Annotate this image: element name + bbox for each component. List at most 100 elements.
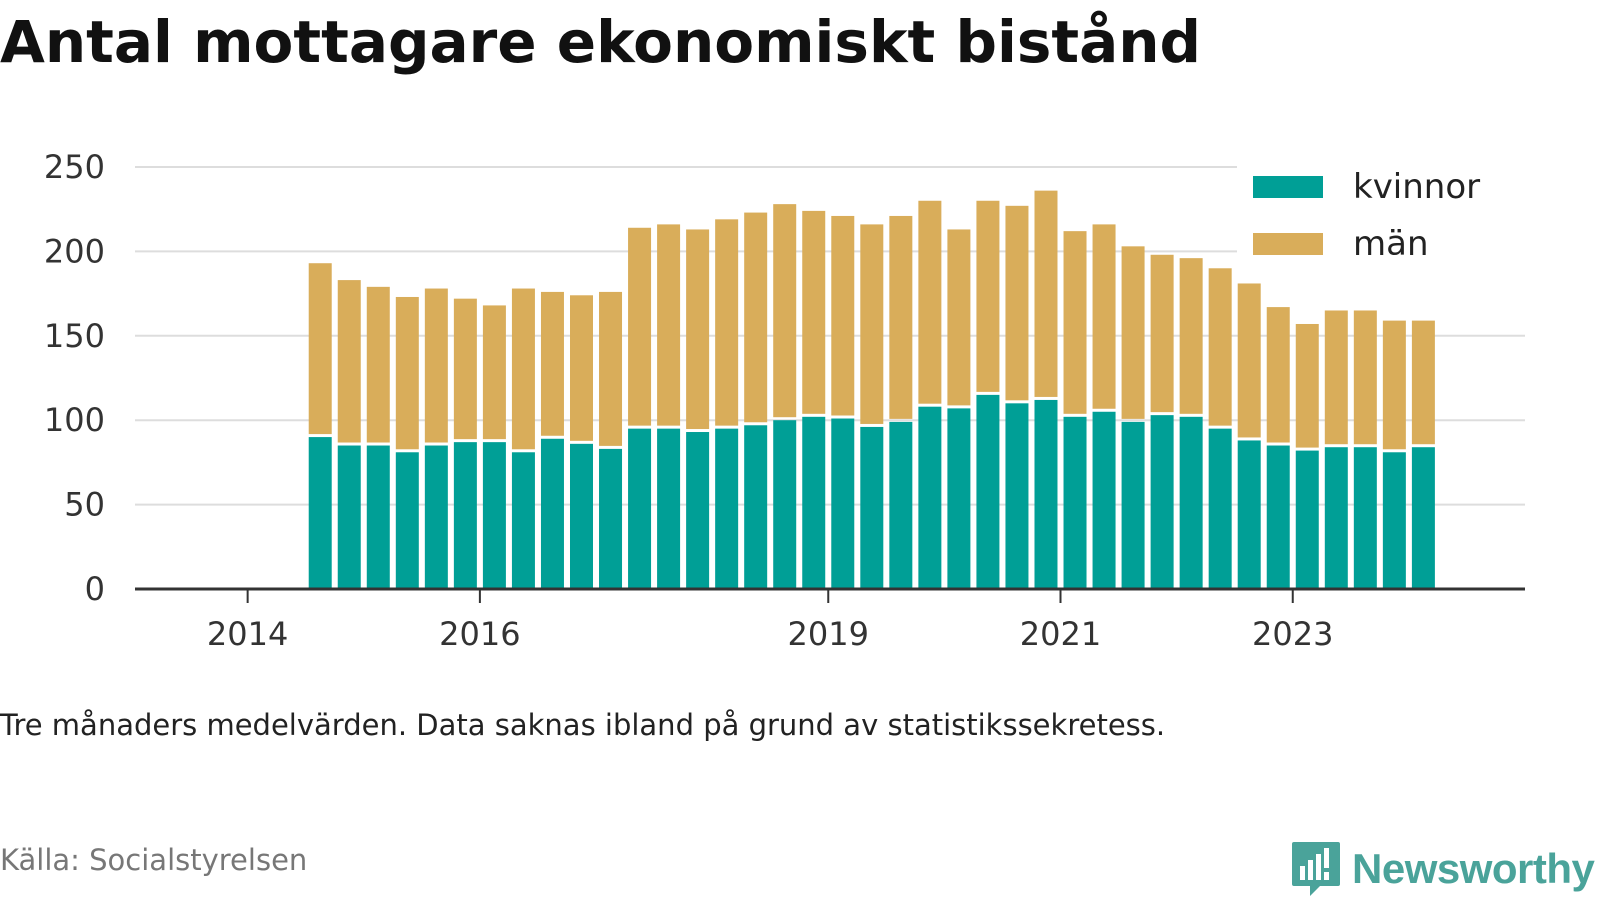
- bar-man: [540, 291, 564, 436]
- brand-logo: Newsworthy: [1290, 840, 1595, 898]
- brand-name: Newsworthy: [1352, 845, 1595, 892]
- bar-kvinnor: [1005, 403, 1029, 589]
- legend-swatch-man: [1253, 233, 1323, 255]
- y-tick-label: 150: [44, 317, 105, 355]
- bar-kvinnor: [1266, 445, 1290, 589]
- bar-man: [1034, 190, 1058, 397]
- bar-man: [1121, 246, 1145, 419]
- bar-kvinnor: [1063, 416, 1087, 589]
- bar-man: [889, 215, 913, 419]
- bar-kvinnor: [773, 420, 797, 589]
- bar-kvinnor: [1121, 421, 1145, 589]
- bar-kvinnor: [599, 448, 623, 589]
- bar-man: [831, 215, 855, 416]
- bar-kvinnor: [482, 442, 506, 589]
- bar-man: [424, 288, 448, 443]
- bar-kvinnor: [1382, 452, 1406, 589]
- bar-man: [976, 200, 1000, 392]
- bar-man: [918, 200, 942, 404]
- bar-man: [686, 229, 710, 430]
- x-tick-label: 2019: [788, 615, 869, 653]
- bar-kvinnor: [569, 443, 593, 589]
- bar-man: [1208, 268, 1232, 426]
- bar-man: [1179, 258, 1203, 414]
- bar-kvinnor: [1179, 416, 1203, 589]
- bar-kvinnor: [511, 452, 535, 589]
- bar-kvinnor: [1295, 450, 1319, 589]
- bar-kvinnor: [1324, 447, 1348, 589]
- legend-swatch-kvinnor: [1253, 176, 1323, 198]
- bar-kvinnor: [540, 438, 564, 589]
- y-tick-label: 50: [64, 486, 105, 524]
- x-axis: 2014 2016 2019 2021 2023: [135, 587, 1525, 653]
- bar-man: [744, 212, 768, 423]
- y-tick-labels: 0 50 100 150 200 250: [44, 148, 105, 608]
- bar-man: [1353, 310, 1377, 445]
- bar-kvinnor: [686, 432, 710, 589]
- bar-kvinnor: [976, 394, 1000, 589]
- bar-man: [511, 288, 535, 450]
- bar-man: [482, 305, 506, 440]
- grid-lines: [135, 166, 1525, 506]
- bar-man: [628, 227, 652, 426]
- bar-kvinnor: [831, 418, 855, 589]
- bar-kvinnor: [860, 426, 884, 589]
- bar-man: [1266, 307, 1290, 443]
- bar-man: [308, 263, 332, 435]
- bar-man: [1411, 320, 1435, 445]
- legend-label: kvinnor: [1353, 167, 1480, 207]
- bar-kvinnor: [1208, 428, 1232, 589]
- bar-man: [1092, 224, 1116, 409]
- bar-man: [715, 219, 739, 426]
- newsworthy-logo-icon: [1292, 842, 1340, 896]
- bar-kvinnor: [889, 421, 913, 589]
- x-tick-label: 2016: [439, 615, 520, 653]
- bar-kvinnor: [308, 437, 332, 589]
- bar-kvinnor: [1092, 411, 1116, 589]
- source-label: Källa: Socialstyrelsen: [0, 843, 308, 877]
- bar-kvinnor: [1034, 399, 1058, 589]
- bar-man: [802, 210, 826, 414]
- bar-man: [657, 224, 681, 426]
- bar-kvinnor: [1353, 447, 1377, 589]
- bar-man: [860, 224, 884, 424]
- y-tick-label: 200: [44, 232, 105, 270]
- stacked-bar-chart: 0 50 100 150 200 250 2014 2016 2019 2021 2023 kvi…: [44, 148, 1525, 653]
- bar-kvinnor: [918, 406, 942, 589]
- bar-man: [366, 286, 390, 443]
- y-tick-label: 100: [44, 401, 105, 439]
- bar-man: [1005, 205, 1029, 401]
- bar-kvinnor: [715, 428, 739, 589]
- bar-kvinnor: [657, 428, 681, 589]
- bar-kvinnor: [744, 425, 768, 589]
- bar-kvinnor: [1237, 440, 1261, 589]
- x-tick-label: 2023: [1252, 615, 1333, 653]
- bar-man: [1237, 283, 1261, 438]
- bar-man: [337, 280, 361, 443]
- bar-kvinnor: [366, 445, 390, 589]
- bar-man: [1063, 231, 1087, 414]
- bar-man: [1150, 254, 1174, 413]
- bar-kvinnor: [947, 408, 971, 589]
- x-tick-label: 2021: [1020, 615, 1101, 653]
- bar-kvinnor: [628, 428, 652, 589]
- bar-man: [453, 298, 477, 440]
- y-tick-label: 0: [85, 570, 105, 608]
- bar-man: [773, 204, 797, 418]
- chart-title: Antal mottagare ekonomiskt bistånd: [0, 8, 1202, 76]
- bar-kvinnor: [1411, 447, 1435, 589]
- bar-kvinnor: [337, 445, 361, 589]
- legend-label: män: [1353, 224, 1429, 264]
- bar-kvinnor: [424, 445, 448, 589]
- bars: [308, 190, 1435, 589]
- bar-man: [569, 295, 593, 441]
- bar-man: [395, 296, 419, 450]
- bar-kvinnor: [802, 416, 826, 589]
- x-tick-label: 2014: [207, 615, 288, 653]
- legend: kvinnor män: [1237, 160, 1525, 270]
- chart-note: Tre månaders medelvärden. Data saknas ib…: [0, 708, 1166, 742]
- bar-man: [599, 291, 623, 446]
- bar-kvinnor: [1150, 415, 1174, 589]
- bar-man: [1295, 323, 1319, 448]
- y-tick-label: 250: [44, 148, 105, 186]
